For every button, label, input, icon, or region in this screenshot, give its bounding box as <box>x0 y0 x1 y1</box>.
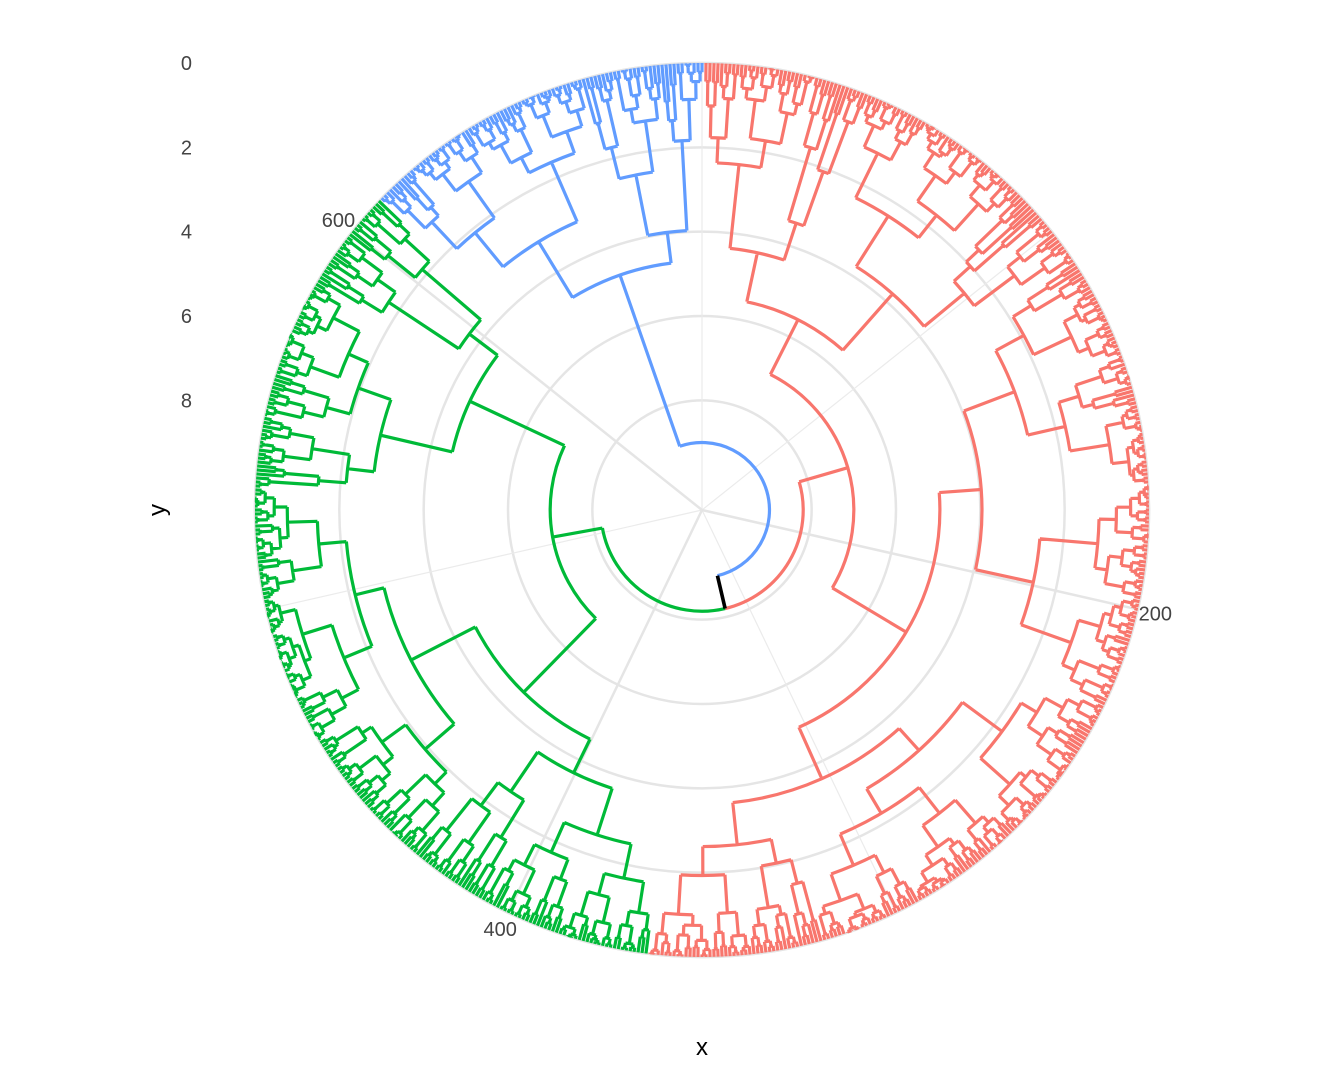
green-cluster-branches <box>254 199 651 954</box>
y-tick-label-6: 6 <box>181 306 192 328</box>
y-axis-title: y <box>144 504 171 516</box>
x-tick-label-200: 200 <box>1139 603 1172 625</box>
x-axis-title: x <box>696 1034 708 1061</box>
blue-cluster-branches <box>380 63 704 299</box>
x-gridline-600 <box>351 230 703 511</box>
red-cluster-a-branches <box>648 63 1149 957</box>
x-minor-gridline-500 <box>266 509 703 611</box>
root-branch <box>715 575 727 609</box>
x-tick-label-600: 600 <box>322 210 355 232</box>
y-tick-label-2: 2 <box>181 137 192 159</box>
blue-root-branch <box>618 274 682 447</box>
polar-grid <box>253 61 1151 959</box>
blue-root-arc <box>679 440 772 578</box>
x-gridline-200 <box>701 508 1139 611</box>
dendrogram-tree <box>254 63 1149 957</box>
x-minor-gridline-300 <box>701 509 897 913</box>
x-gridline-400 <box>506 509 704 914</box>
y-tick-label-4: 4 <box>181 222 192 244</box>
green-upper-merge <box>552 526 726 613</box>
y-tick-label-8: 8 <box>181 390 192 412</box>
x-tick-label-400: 400 <box>484 919 517 941</box>
axis-labels: 0 2 4 6 8 200 400 600 <box>181 53 1172 941</box>
y-tick-label-0: 0 <box>181 53 192 75</box>
red-upper-merge <box>724 466 849 611</box>
x-minor-gridline-100 <box>701 230 1052 511</box>
